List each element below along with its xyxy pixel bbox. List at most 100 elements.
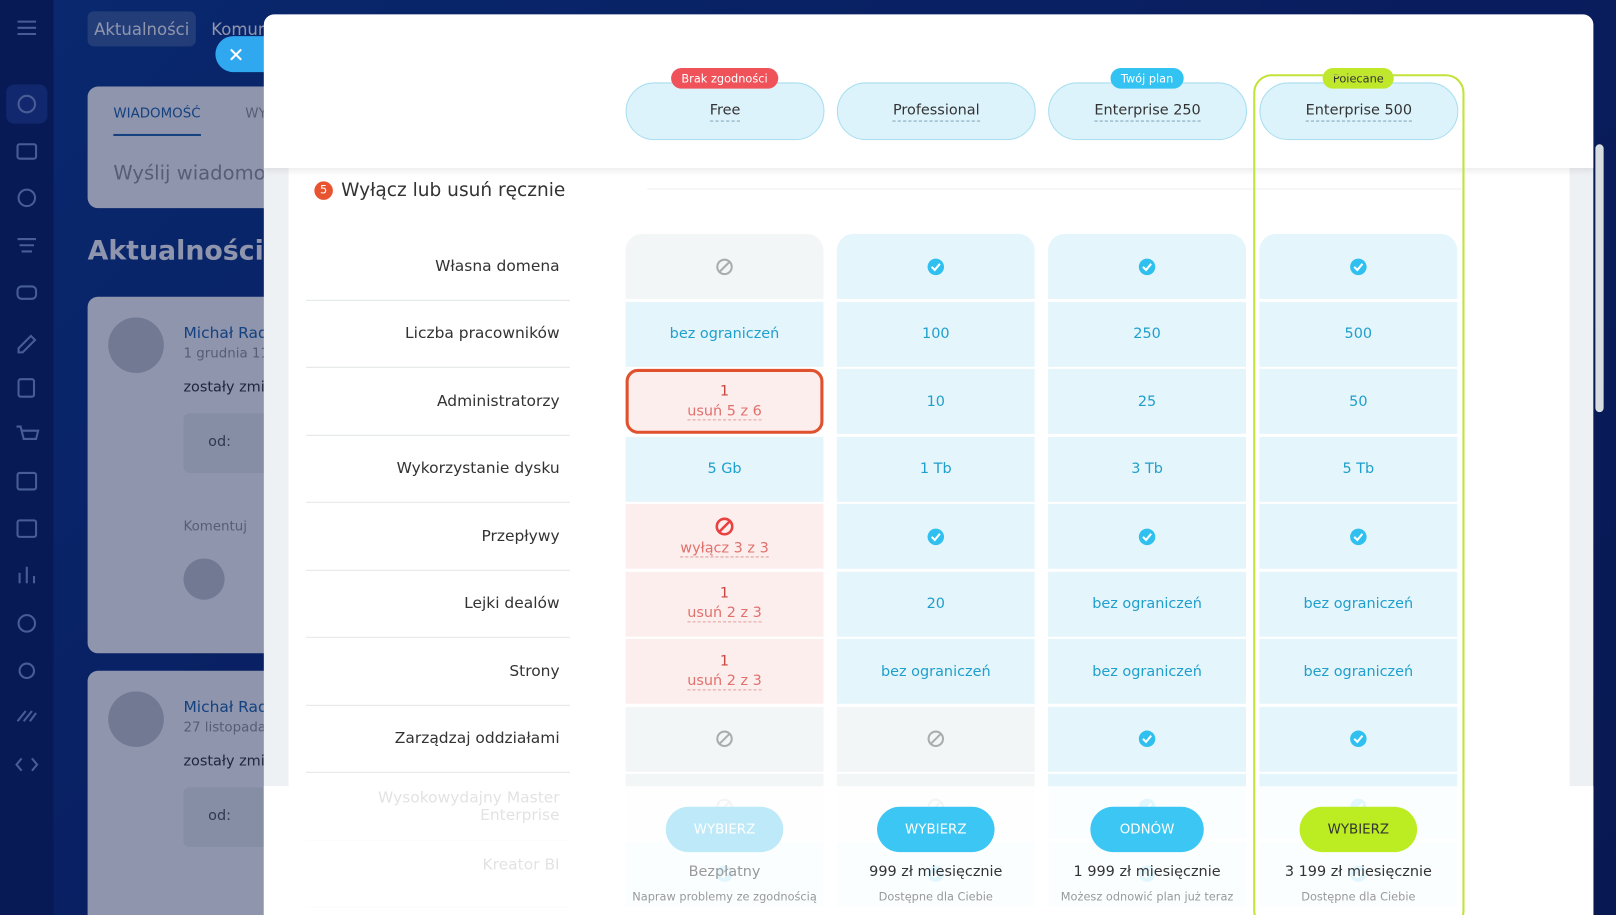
plan-cell: 5 Tb — [1259, 436, 1458, 502]
compose-input[interactable]: Wyślij wiadomoś — [113, 161, 276, 185]
cell-value: 250 — [1133, 325, 1161, 343]
feed-heading: Aktualności — [87, 235, 264, 267]
plan-cell: 1 usuń 2 z 3 — [625, 571, 824, 637]
tab[interactable]: Komun — [211, 19, 269, 40]
cell-value: 1 Tb — [919, 460, 952, 478]
row-label: Zarządzaj oddziałami — [394, 728, 560, 748]
plan-cell — [1259, 503, 1458, 569]
recipients-label: od: — [208, 433, 232, 451]
icon-forbid — [715, 517, 734, 536]
cell-value: bez ograniczeń — [1303, 595, 1414, 613]
row-label: Strony — [509, 661, 560, 680]
row-separator — [306, 434, 570, 436]
section-title: 5 Wyłącz lub usuń ręcznie — [314, 179, 565, 201]
row-label: Liczba pracowników — [405, 323, 560, 343]
cell-action[interactable]: usuń 2 z 3 — [687, 672, 762, 690]
plan-note: Dostępne dla Ciebie — [1301, 890, 1416, 904]
compose-tab[interactable]: WIADOMOŚĆ — [113, 106, 201, 137]
section-rule — [647, 188, 1462, 190]
cell-action[interactable]: usuń 2 z 3 — [687, 604, 762, 623]
close-icon — [230, 48, 242, 61]
cell-value: 20 — [926, 595, 945, 613]
cell-value: 25 — [1137, 393, 1157, 410]
cell-value: bez ograniczeń — [880, 663, 991, 680]
plan-cell: bez ograniczeń — [625, 301, 824, 367]
cell-value: bez ograniczeń — [1092, 595, 1202, 613]
plan-cell: 500 — [1259, 301, 1458, 367]
compose-panel: WIADOMOŚĆ WY Wyślij wiadomoś — [87, 86, 294, 209]
icon-check — [1138, 730, 1156, 748]
icon-check — [927, 258, 945, 275]
compose-tab[interactable]: WY — [245, 106, 267, 122]
plan-button[interactable]: WYBIERZ — [877, 806, 995, 853]
plan-name: Enterprise 500 — [1305, 101, 1413, 122]
cell-value: 500 — [1344, 325, 1373, 343]
row-separator — [306, 704, 570, 706]
comment-link[interactable]: Komentuj — [183, 519, 248, 535]
plan-cell: bez ograniczeń — [1048, 571, 1247, 637]
post: Michał Rad 1 grudnia 11 zostały zmie od:… — [87, 296, 308, 654]
plan-header[interactable]: Free — [625, 82, 825, 141]
post-text: zostały zmie — [183, 753, 274, 770]
sidebar-icons — [6, 20, 48, 772]
tab-active[interactable]: Aktualności — [87, 11, 196, 47]
cell-value: bez ograniczeń — [669, 325, 780, 343]
post-author[interactable]: Michał Rad — [183, 697, 268, 717]
plan-cell: 10 — [836, 368, 1035, 434]
plan-cell — [625, 233, 824, 299]
row-label: Przepływy — [481, 526, 560, 545]
post-date: 1 grudnia 11 — [183, 346, 269, 362]
plan-badge: Brak zgodności — [671, 68, 778, 89]
cell-value: 100 — [922, 325, 950, 343]
plan-button[interactable]: WYBIERZ — [1299, 806, 1418, 853]
cell-value: 1 — [719, 585, 730, 602]
plan-header[interactable]: Professional — [836, 82, 1036, 141]
icon-check — [1350, 528, 1367, 545]
icon-check — [1138, 528, 1156, 545]
cell-value: 1 — [719, 382, 730, 400]
plan-price: 999 zł miesięcznie — [869, 863, 1003, 880]
plan-cell — [1259, 706, 1458, 772]
plan-name: Enterprise 250 — [1094, 101, 1201, 122]
cell-value: 3 Tb — [1131, 460, 1163, 478]
plan-cell: bez ograniczeń — [1048, 638, 1247, 704]
scrollbar[interactable] — [1595, 144, 1604, 413]
row-label: Lejki dealów — [464, 593, 560, 613]
post-author[interactable]: Michał Rad — [183, 323, 268, 343]
plan-cell — [836, 503, 1035, 569]
plan-price: 3 199 zł miesięcznie — [1284, 863, 1432, 880]
plan-cell: wyłącz 3 z 3 — [625, 503, 824, 569]
row-separator — [306, 636, 570, 638]
cell-action[interactable]: wyłącz 3 z 3 — [680, 539, 769, 557]
cell-value: 10 — [926, 393, 945, 410]
plan-price: Bezpłatny — [688, 863, 761, 880]
plan-cell — [1048, 503, 1247, 569]
row-label: Własna domena — [435, 256, 560, 275]
icon-check — [927, 528, 945, 545]
plan-cell: 100 — [836, 301, 1035, 367]
plan-header[interactable]: Enterprise 250 — [1048, 82, 1248, 141]
plan-button[interactable]: ODNÓW — [1090, 806, 1204, 853]
plan-cell — [836, 706, 1035, 772]
section-text: Wyłącz lub usuń ręcznie — [341, 179, 566, 201]
plan-cell: 20 — [836, 571, 1035, 637]
plan-cell — [1048, 233, 1247, 299]
icon-none — [927, 730, 945, 748]
plan-note: Możesz odnowić plan już teraz — [1060, 890, 1234, 904]
cell-value: 50 — [1349, 393, 1368, 410]
row-separator — [306, 501, 570, 503]
cell-action[interactable]: usuń 5 z 6 — [687, 402, 762, 420]
avatar — [108, 317, 164, 374]
cell-value: 5 Tb — [1342, 460, 1375, 478]
plan-header[interactable]: Enterprise 500 — [1259, 82, 1459, 141]
plan-price: 1 999 zł miesięcznie — [1073, 863, 1221, 880]
plan-cell: 5 Gb — [625, 436, 824, 502]
icon-check — [1350, 730, 1367, 748]
cell-value: bez ograniczeń — [1303, 663, 1414, 680]
avatar — [183, 558, 225, 600]
plan-cell: 50 — [1259, 368, 1458, 434]
row-separator — [306, 366, 570, 368]
section-number: 5 — [314, 180, 333, 200]
